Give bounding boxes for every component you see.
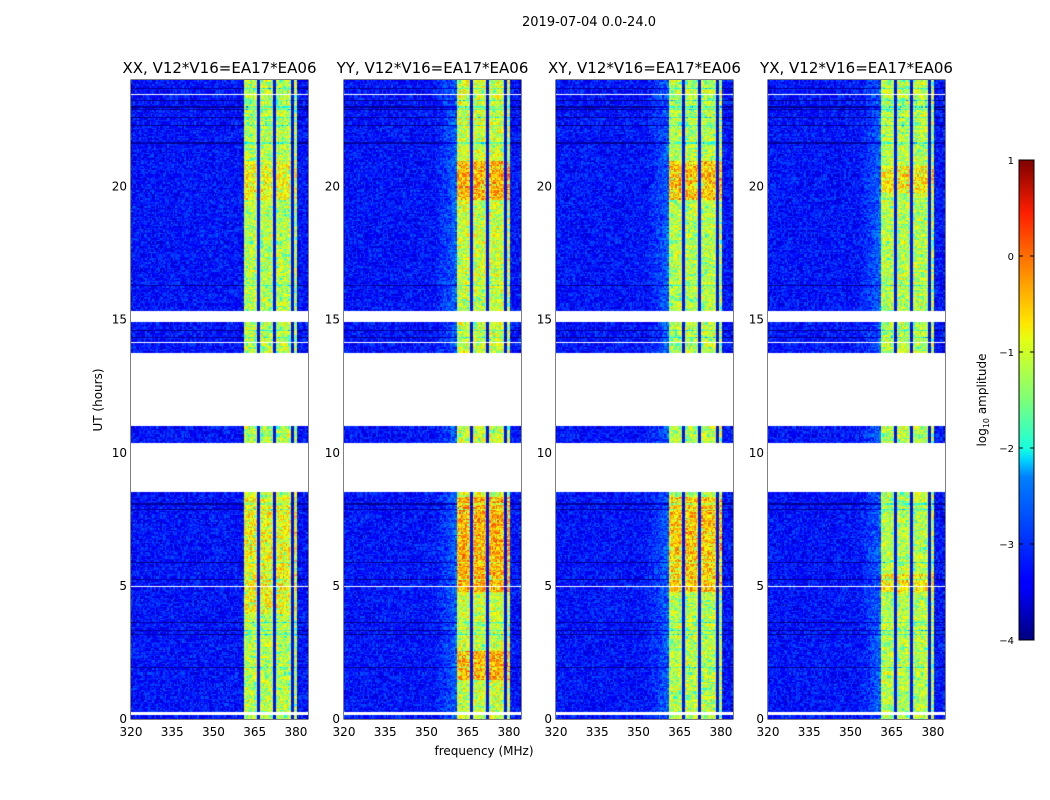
heatmap-xy — [556, 80, 733, 719]
x-tick-label: 365 — [243, 725, 266, 739]
x-axis-label: frequency (MHz) — [434, 744, 533, 758]
y-tick-label: 5 — [756, 579, 764, 593]
heatmap-yx — [768, 80, 945, 719]
y-tick-label: 15 — [537, 313, 552, 327]
x-tick-label: 320 — [545, 725, 568, 739]
y-tick-label: 0 — [332, 712, 340, 726]
y-tick-label: 5 — [544, 579, 552, 593]
y-tick-label: 10 — [112, 446, 127, 460]
panel-title: XY, V12*V16=EA17*EA06 — [548, 59, 741, 77]
y-tick-label: 0 — [756, 712, 764, 726]
x-tick-label: 350 — [839, 725, 862, 739]
y-tick-label: 0 — [544, 712, 552, 726]
panel-title: YX, V12*V16=EA17*EA06 — [759, 59, 953, 77]
x-tick-label: 335 — [161, 725, 184, 739]
heatmap-yy — [344, 80, 521, 719]
x-tick-label: 380 — [284, 725, 307, 739]
panel-title: XX, V12*V16=EA17*EA06 — [122, 59, 316, 77]
colorbar-tick-label: 1 — [1008, 156, 1014, 167]
colorbar-gradient — [1018, 159, 1035, 641]
y-tick-label: 20 — [325, 180, 340, 194]
colorbar-tick-label: −2 — [999, 444, 1014, 455]
colorbar-tick-label: −3 — [999, 540, 1014, 551]
y-tick-label: 10 — [325, 446, 340, 460]
x-tick-label: 335 — [586, 725, 609, 739]
x-tick-label: 365 — [668, 725, 691, 739]
y-tick-label: 10 — [537, 446, 552, 460]
x-tick-label: 320 — [333, 725, 356, 739]
x-tick-label: 350 — [202, 725, 225, 739]
x-tick-label: 380 — [497, 725, 520, 739]
y-tick-label: 0 — [119, 712, 127, 726]
heatmap-xx — [131, 80, 308, 719]
x-tick-label: 350 — [627, 725, 650, 739]
y-tick-label: 10 — [749, 446, 764, 460]
x-tick-label: 335 — [798, 725, 821, 739]
colorbar-tick-label: 0 — [1008, 252, 1014, 263]
y-tick-label: 20 — [537, 180, 552, 194]
x-tick-label: 320 — [757, 725, 780, 739]
y-tick-label: 15 — [325, 313, 340, 327]
y-axis-label: UT (hours) — [91, 368, 105, 431]
colorbar-tick-label: −4 — [999, 636, 1014, 647]
x-tick-label: 350 — [415, 725, 438, 739]
figure-title: 2019-07-04 0.0-24.0 — [522, 15, 656, 30]
colorbar-label: log10 amplitude — [975, 354, 991, 447]
y-tick-label: 5 — [119, 579, 127, 593]
y-tick-label: 15 — [749, 313, 764, 327]
x-tick-label: 380 — [709, 725, 732, 739]
y-tick-label: 15 — [112, 313, 127, 327]
y-tick-label: 20 — [749, 180, 764, 194]
colorbar: log10 amplitude 1 0 −1 −2 −3 −4 — [975, 156, 1035, 647]
panel-title: YY, V12*V16=EA17*EA06 — [336, 59, 529, 77]
x-tick-label: 320 — [120, 725, 143, 739]
x-tick-label: 380 — [921, 725, 944, 739]
colorbar-tick-label: −1 — [999, 348, 1014, 359]
x-tick-label: 365 — [456, 725, 479, 739]
y-tick-label: 20 — [112, 180, 127, 194]
x-tick-label: 335 — [374, 725, 397, 739]
y-tick-label: 5 — [332, 579, 340, 593]
x-tick-label: 365 — [880, 725, 903, 739]
